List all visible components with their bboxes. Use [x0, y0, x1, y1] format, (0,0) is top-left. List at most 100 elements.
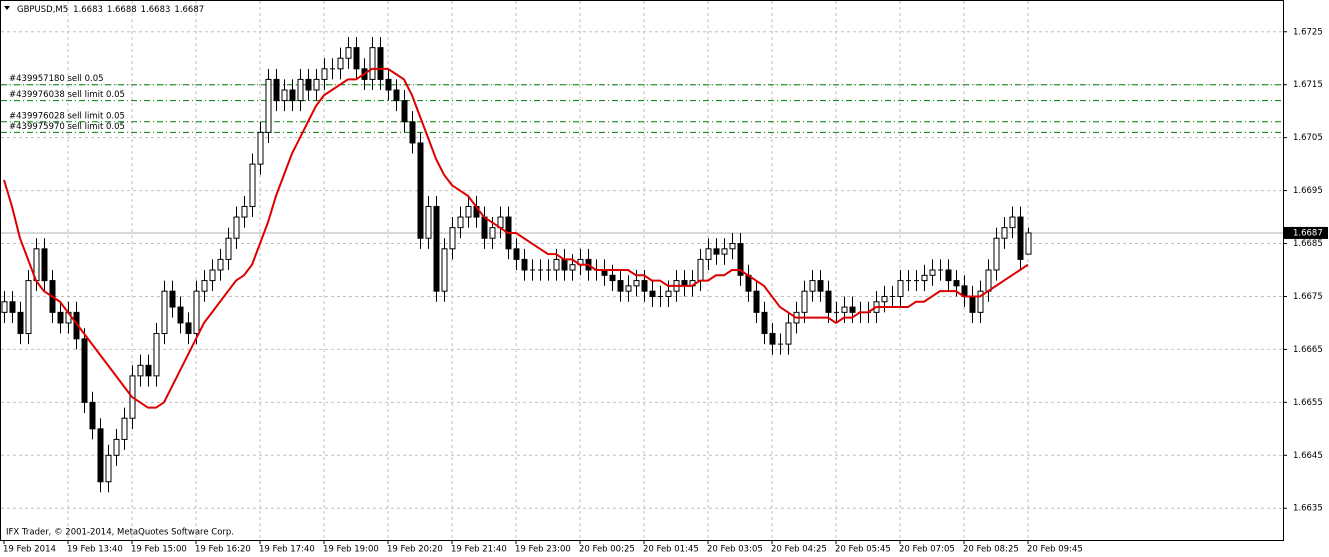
x-tick-label: 20 Feb 05:45: [835, 545, 891, 555]
candle-body: [321, 68, 328, 80]
candle-body: [369, 47, 376, 80]
x-tick-label: 20 Feb 03:05: [707, 545, 763, 555]
candle-body: [9, 301, 16, 313]
x-tick-label: 20 Feb 09:45: [1027, 545, 1083, 555]
x-tick-label: 19 Feb 20:20: [387, 545, 443, 555]
candle-body: [737, 243, 744, 276]
candle-body: [105, 454, 112, 483]
candle-body: [257, 131, 264, 165]
candle-body: [97, 428, 104, 483]
candle-body: [929, 269, 936, 276]
copyright: IFX Trader, © 2001-2014, MetaQuotes Soft…: [6, 528, 234, 538]
order-label: #439957180 sell 0.05: [9, 74, 104, 84]
candle-body: [121, 417, 128, 440]
candle-body: [761, 311, 768, 335]
candle-body: [921, 274, 928, 282]
candle-body: [953, 280, 960, 287]
candle-body: [785, 322, 792, 345]
candle-body: [305, 78, 312, 91]
candle-body: [841, 306, 848, 313]
order-label: #439976038 sell limit 0.05: [9, 90, 125, 100]
candle-body: [817, 280, 824, 292]
x-tick-label: 19 Feb 16:20: [195, 545, 251, 555]
candle-body: [161, 290, 168, 335]
candle-body: [705, 248, 712, 260]
x-tick-label: 20 Feb 00:25: [579, 545, 635, 555]
candle-body: [249, 163, 256, 207]
candle-body: [281, 89, 288, 102]
candle-body: [169, 290, 176, 308]
candle-body: [289, 89, 296, 102]
candle-body: [881, 295, 888, 303]
x-tick-label: 19 Feb 21:40: [451, 545, 507, 555]
y-tick-label: 1.6665: [1293, 345, 1323, 355]
candle-body: [25, 280, 32, 335]
y-tick-label: 1.6685: [1293, 239, 1323, 249]
candle-body: [401, 100, 408, 123]
candle-body: [89, 401, 96, 430]
order-label: #439975970 sell limit 0.05: [9, 122, 125, 132]
y-tick-label: 1.6715: [1293, 80, 1323, 90]
candle-body: [513, 248, 520, 260]
y-tick-label: 1.6725: [1293, 27, 1323, 37]
header-close: 1.6687: [174, 5, 204, 15]
candle-body: [137, 364, 144, 377]
candle-body: [553, 258, 560, 271]
candle-body: [297, 78, 304, 102]
candle-body: [897, 280, 904, 297]
candle-body: [721, 248, 728, 255]
candle-body: [417, 142, 424, 239]
candle-body: [449, 227, 456, 250]
candle-body: [81, 338, 88, 403]
x-tick-label: 19 Feb 19:00: [323, 545, 379, 555]
candle-body: [849, 306, 856, 313]
candle-body: [217, 258, 224, 271]
current-price-box: [1284, 226, 1328, 239]
candles: [1, 37, 1032, 493]
candle-body: [617, 280, 624, 292]
menu-arrow: [4, 6, 10, 10]
plot-frame: [0, 0, 1284, 541]
candle-body: [385, 78, 392, 91]
candle-body: [1025, 232, 1032, 255]
candle-body: [561, 258, 568, 271]
header-low: 1.6683: [141, 5, 171, 15]
candle-body: [145, 364, 152, 377]
candle-body: [425, 205, 432, 239]
candle-body: [1001, 227, 1008, 239]
order-label: #439976028 sell limit 0.05: [9, 111, 125, 121]
candle-body: [201, 280, 208, 292]
header-open: 1.6683: [73, 5, 103, 15]
candle-body: [641, 280, 648, 292]
candle-body: [753, 290, 760, 313]
chart-header: GBPUSD,M5 1.6683 1.6688 1.6683 1.6687: [17, 5, 204, 15]
candle-body: [985, 269, 992, 292]
candle-body: [1, 301, 8, 313]
candle-body: [193, 290, 200, 335]
candle-body: [233, 216, 240, 239]
x-tick-label: 19 Feb 15:00: [131, 545, 187, 555]
order-lines: #439957180 sell 0.05 #439976038 sell limi…: [1, 74, 1283, 133]
y-tick-label: 1.6655: [1293, 398, 1323, 408]
x-tick-label: 19 Feb 23:00: [515, 545, 571, 555]
candle-body: [569, 264, 576, 271]
candle-body: [665, 290, 672, 297]
y-tick-label: 1.6705: [1293, 133, 1323, 143]
x-tick-label: 19 Feb 13:40: [67, 545, 123, 555]
candle-body: [113, 438, 120, 456]
current-price-label: 1.6687: [1293, 228, 1323, 238]
candle-body: [377, 47, 384, 80]
moving-average: [3, 67, 1029, 409]
x-tick-label: 19 Feb 17:40: [259, 545, 315, 555]
candle-body: [977, 290, 984, 313]
candle-body: [801, 290, 808, 313]
candle-body: [241, 205, 248, 218]
candle-body: [457, 216, 464, 229]
x-tick-label: 20 Feb 08:25: [963, 545, 1019, 555]
candle-body: [609, 274, 616, 282]
candle-body: [265, 78, 272, 133]
candle-body: [225, 237, 232, 260]
